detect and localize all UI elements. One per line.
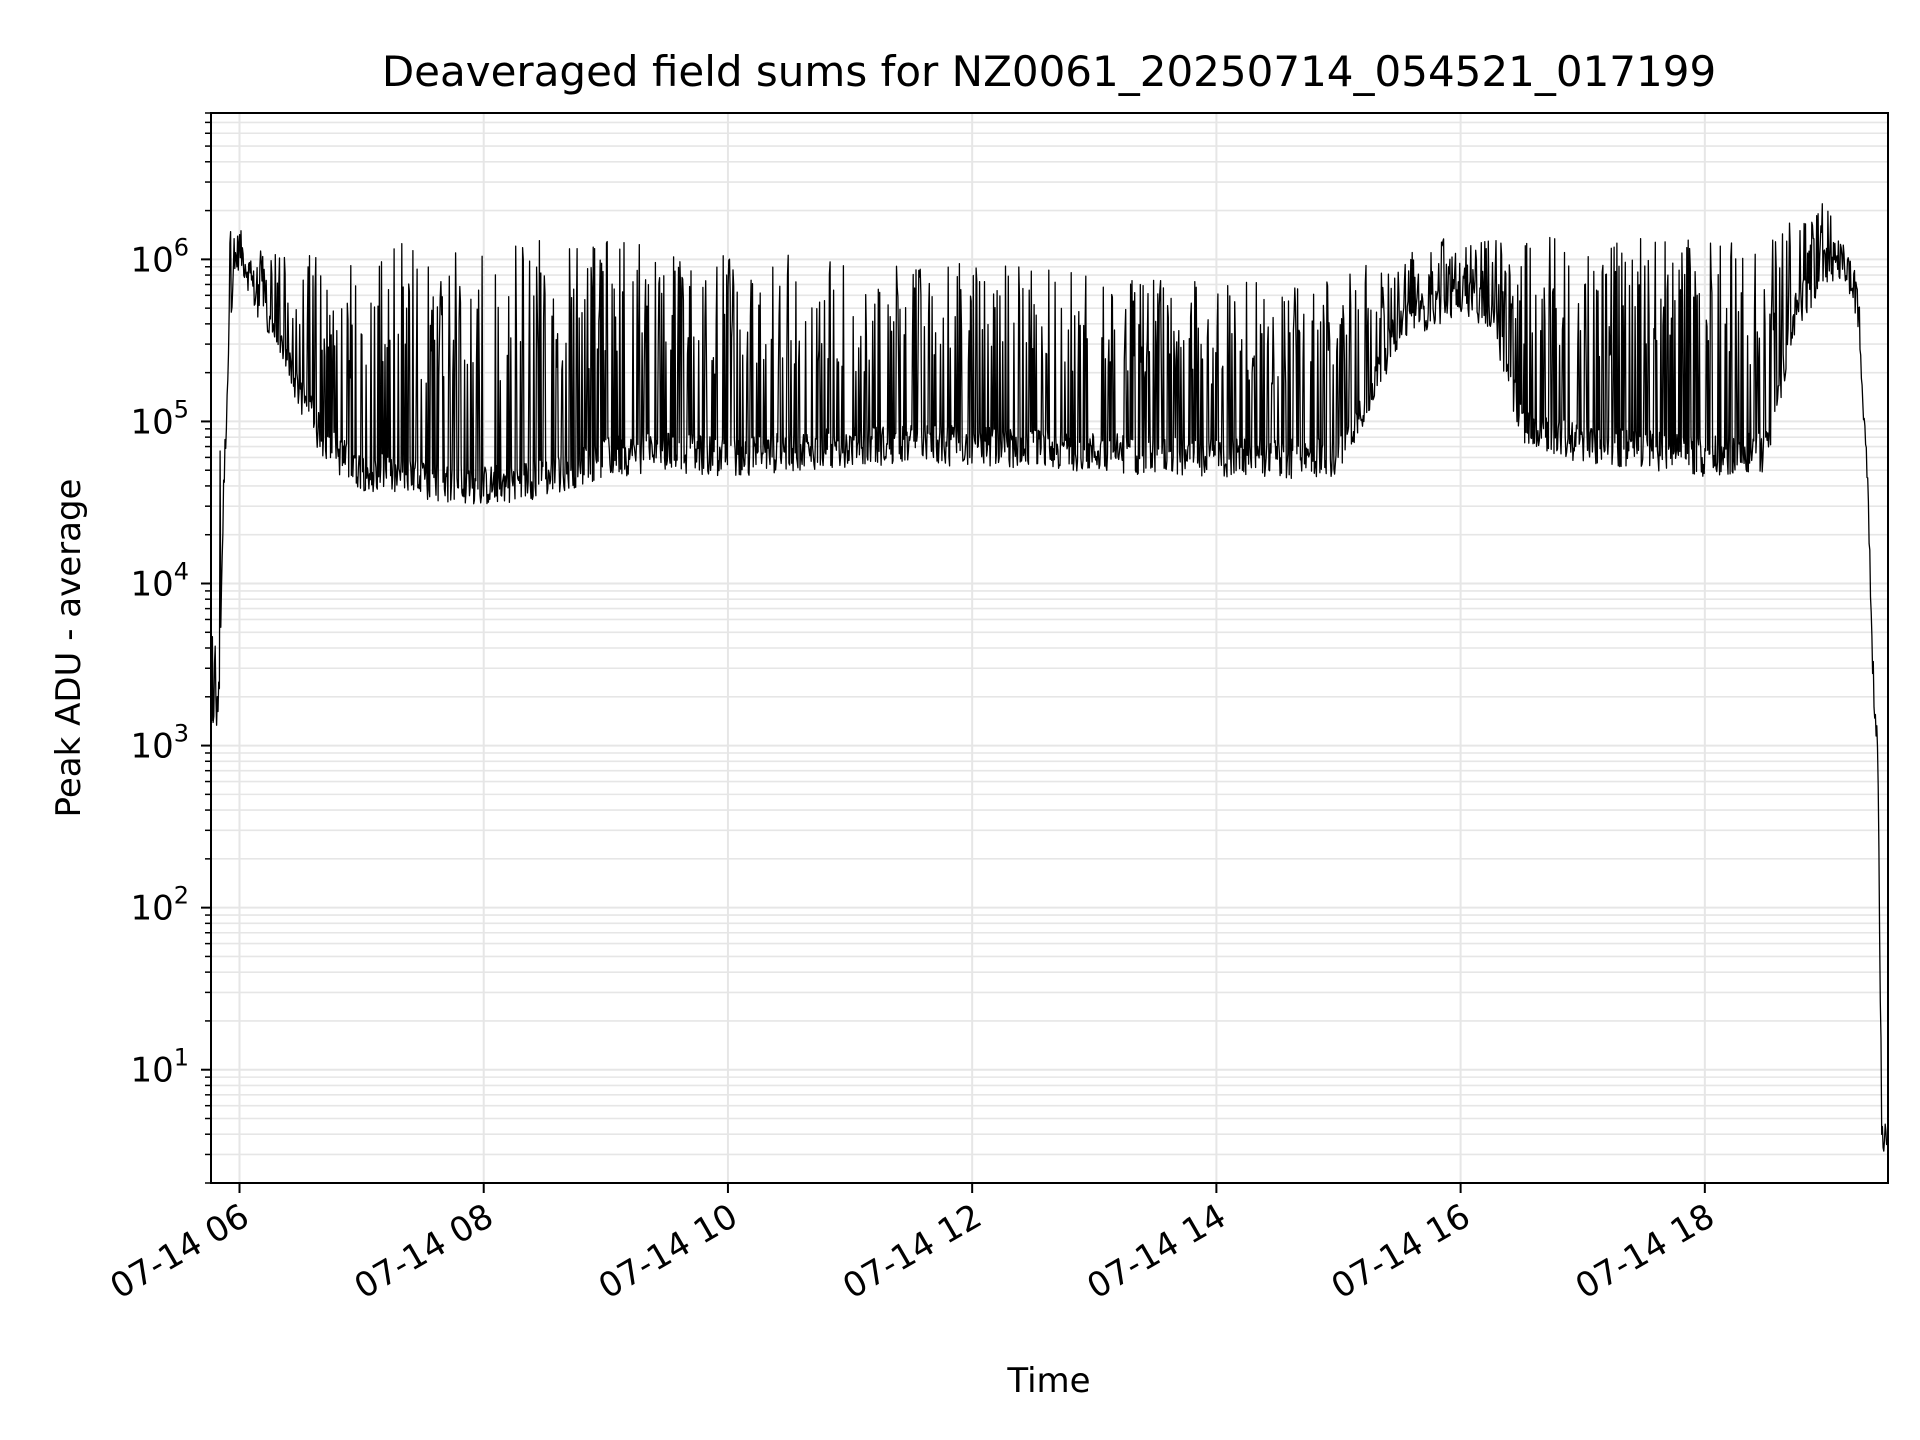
y-tick-label: 101	[130, 1044, 189, 1091]
y-tick-exponent: 5	[174, 395, 189, 423]
y-tick-exponent: 1	[174, 1044, 189, 1072]
y-tick-base: 10	[130, 240, 173, 280]
y-tick-base: 10	[130, 889, 173, 929]
y-tick-base: 10	[130, 727, 173, 767]
y-tick-exponent: 4	[174, 558, 189, 586]
y-tick-label: 105	[130, 395, 189, 442]
y-tick-exponent: 2	[174, 882, 189, 910]
x-axis-label: Time	[1006, 1361, 1090, 1401]
y-tick-label: 106	[130, 233, 189, 280]
y-tick-label: 104	[130, 558, 189, 605]
y-tick-base: 10	[130, 565, 173, 605]
chart-title: Deaveraged field sums for NZ0061_2025071…	[382, 47, 1716, 96]
y-axis-label: Peak ADU - average	[49, 479, 89, 818]
data-series	[211, 203, 1888, 1154]
y-tick-base: 10	[130, 402, 173, 442]
data-line	[211, 203, 1888, 1154]
y-tick-exponent: 3	[174, 720, 189, 748]
y-tick-label: 102	[130, 882, 189, 929]
y-tick-base: 10	[130, 1051, 173, 1091]
y-tick-exponent: 6	[174, 233, 189, 261]
y-tick-label: 103	[130, 720, 189, 767]
